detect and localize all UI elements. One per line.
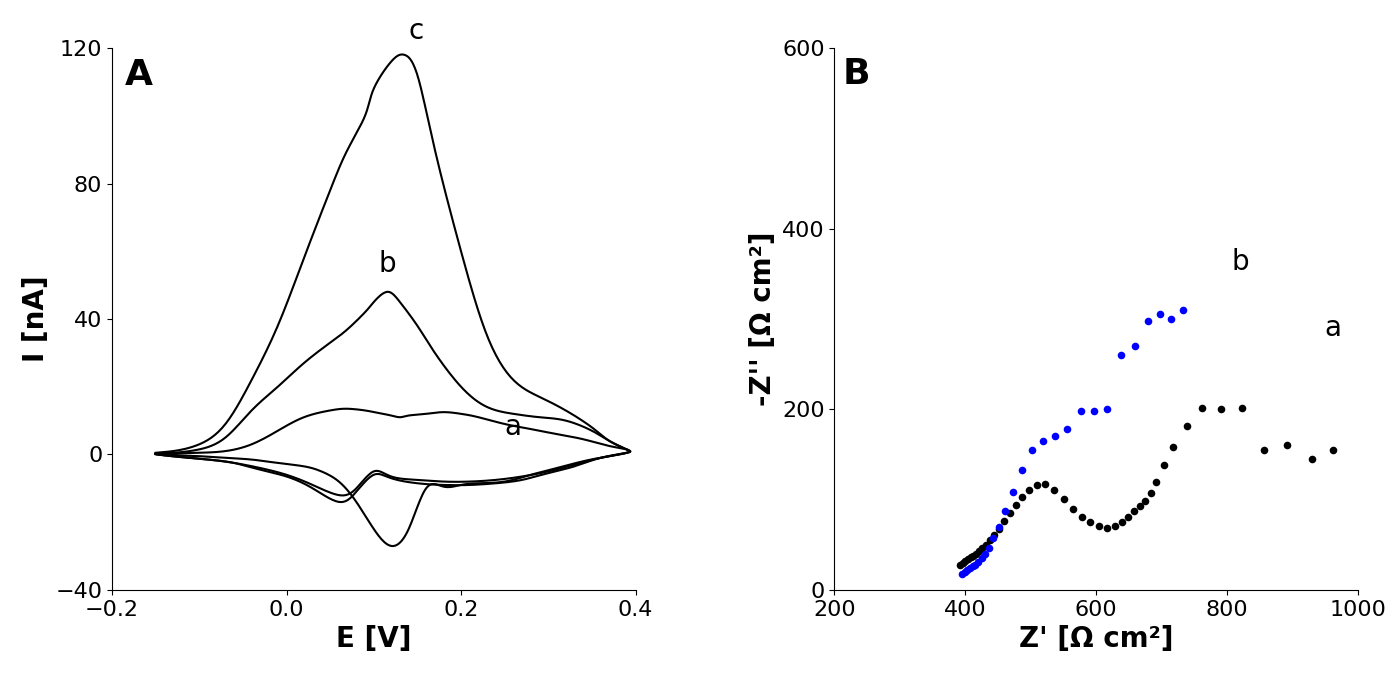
- Point: [1322, 445, 1344, 456]
- Text: A: A: [125, 58, 153, 92]
- Point: [1018, 484, 1040, 495]
- Point: [1110, 517, 1133, 528]
- Point: [1128, 501, 1151, 512]
- Point: [1032, 436, 1054, 447]
- Point: [1162, 442, 1184, 453]
- Point: [1152, 460, 1175, 471]
- Point: [1061, 504, 1084, 514]
- Point: [1053, 493, 1075, 504]
- Point: [959, 563, 981, 573]
- Point: [983, 533, 1005, 544]
- Point: [1043, 484, 1065, 495]
- Point: [1088, 521, 1110, 532]
- Point: [1070, 405, 1092, 416]
- Point: [956, 565, 979, 576]
- Point: [1301, 453, 1323, 464]
- Point: [1124, 341, 1147, 351]
- Point: [972, 543, 994, 554]
- Text: b: b: [378, 250, 396, 279]
- Point: [998, 508, 1021, 519]
- Point: [965, 548, 987, 559]
- Point: [1176, 420, 1198, 431]
- X-axis label: Z' [Ω cm²]: Z' [Ω cm²]: [1019, 625, 1173, 653]
- Point: [1172, 305, 1194, 316]
- Point: [1145, 477, 1168, 488]
- Point: [1011, 491, 1033, 502]
- Point: [1082, 405, 1105, 416]
- Point: [979, 535, 1001, 546]
- X-axis label: E [V]: E [V]: [336, 625, 412, 653]
- Y-axis label: -Z'' [Ω cm²]: -Z'' [Ω cm²]: [749, 232, 777, 406]
- Point: [1103, 521, 1126, 532]
- Point: [1275, 440, 1298, 451]
- Point: [1096, 522, 1119, 533]
- Point: [953, 567, 976, 578]
- Point: [967, 556, 990, 567]
- Point: [951, 568, 973, 579]
- Point: [1035, 479, 1057, 490]
- Point: [1137, 316, 1159, 327]
- Y-axis label: I [nA]: I [nA]: [22, 276, 50, 362]
- Point: [983, 530, 1005, 541]
- Point: [1056, 424, 1078, 435]
- Text: B: B: [843, 57, 871, 91]
- Point: [1117, 511, 1140, 522]
- Text: b: b: [1232, 248, 1249, 276]
- Point: [994, 506, 1016, 517]
- Point: [1191, 402, 1214, 413]
- Point: [974, 548, 997, 559]
- Point: [1005, 499, 1028, 510]
- Point: [1002, 487, 1025, 498]
- Point: [956, 554, 979, 565]
- Point: [1253, 445, 1275, 456]
- Point: [1011, 464, 1033, 475]
- Point: [1071, 511, 1093, 522]
- Point: [952, 557, 974, 568]
- Point: [993, 516, 1015, 527]
- Point: [962, 561, 984, 572]
- Point: [955, 556, 977, 567]
- Point: [1134, 495, 1156, 506]
- Point: [977, 542, 1000, 553]
- Point: [1161, 314, 1183, 324]
- Point: [962, 550, 984, 561]
- Point: [949, 559, 972, 570]
- Point: [1026, 480, 1049, 490]
- Text: a: a: [1324, 314, 1341, 342]
- Point: [959, 552, 981, 563]
- Text: c: c: [407, 16, 423, 45]
- Point: [1021, 445, 1043, 456]
- Point: [967, 545, 990, 556]
- Point: [1210, 404, 1232, 415]
- Point: [1140, 488, 1162, 499]
- Point: [1231, 402, 1253, 413]
- Point: [1110, 350, 1133, 361]
- Point: [970, 553, 993, 564]
- Point: [987, 521, 1009, 532]
- Point: [1123, 506, 1145, 517]
- Point: [1148, 309, 1170, 320]
- Point: [974, 539, 997, 550]
- Text: a: a: [505, 413, 522, 441]
- Point: [987, 523, 1009, 534]
- Point: [1096, 404, 1119, 415]
- Point: [1079, 517, 1102, 528]
- Point: [965, 559, 987, 570]
- Point: [1044, 431, 1067, 442]
